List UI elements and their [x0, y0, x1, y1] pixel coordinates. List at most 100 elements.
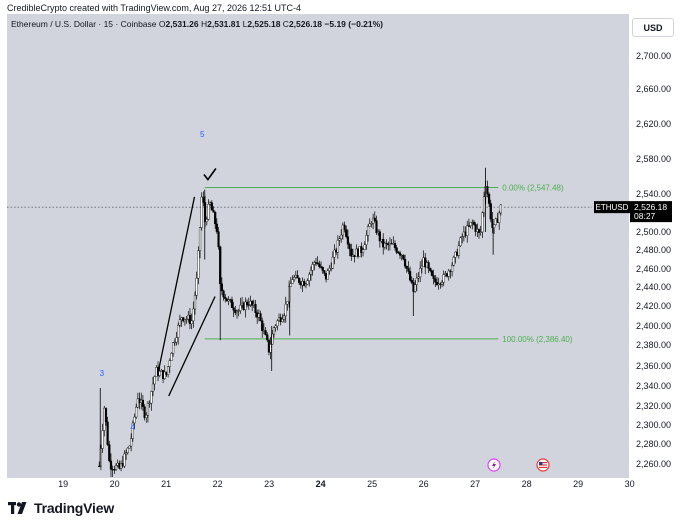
candle: [417, 272, 420, 283]
candle: [98, 461, 101, 468]
wave-label: 4: [130, 423, 135, 432]
candle: [276, 319, 279, 331]
x-tick-label: 23: [264, 479, 274, 489]
low-value: 2,525.18: [247, 19, 281, 29]
candle: [383, 241, 386, 250]
candle: [197, 246, 200, 285]
wave-label: 5: [200, 130, 205, 139]
y-tick-label: 2,660.00: [636, 84, 671, 94]
candle: [247, 297, 250, 310]
x-tick-label: 30: [625, 479, 635, 489]
fib-level-label: 0.00% (2,547.48): [502, 183, 564, 192]
candle: [304, 283, 308, 289]
candle: [486, 180, 489, 198]
candle: [487, 192, 491, 207]
candle: [192, 301, 195, 328]
candle: [405, 265, 408, 273]
candle: [375, 215, 378, 236]
candle: [427, 260, 430, 274]
candle: [113, 465, 116, 474]
candle: [442, 270, 445, 287]
candle: [336, 235, 339, 259]
badge-symbol: ETHUSD: [596, 203, 629, 212]
candle: [398, 250, 402, 259]
candle: [237, 308, 240, 317]
candle: [435, 276, 439, 286]
us-flag-event-icon[interactable]: [536, 458, 550, 472]
brand-name: TradingView: [34, 500, 115, 516]
candle: [316, 256, 319, 265]
x-tick-label: 26: [419, 479, 429, 489]
candle: [167, 366, 170, 378]
candle: [333, 244, 336, 265]
symbol-name[interactable]: Ethereum / U.S. Dollar · 15 · Coinbase: [11, 19, 157, 29]
candle: [395, 245, 398, 255]
close-value: 2,526.18: [288, 19, 323, 29]
candle: [434, 274, 437, 288]
currency-button[interactable]: USD: [632, 18, 674, 37]
badge-symbol-box: [594, 201, 630, 214]
candle: [123, 450, 126, 468]
candle: [235, 309, 239, 319]
candle: [185, 316, 188, 324]
trendline[interactable]: [168, 296, 216, 397]
candle: [459, 236, 462, 248]
chart-caption: CredibleCrypto created with TradingView.…: [7, 3, 301, 13]
candle: [222, 289, 225, 301]
x-tick-label: 20: [110, 479, 120, 489]
candle: [190, 313, 193, 330]
x-tick-label: 22: [213, 479, 223, 489]
candle: [153, 375, 156, 391]
candle: [393, 240, 397, 251]
timeline-icons[interactable]: [487, 458, 550, 472]
candle: [378, 229, 381, 248]
candle: [198, 227, 202, 259]
candle: [178, 314, 181, 328]
candle: [224, 294, 227, 303]
y-tick-label: 2,540.00: [636, 189, 671, 199]
candle: [145, 412, 148, 423]
candle: [397, 250, 400, 255]
candle: [131, 420, 134, 442]
candle: [108, 440, 111, 463]
trendlines[interactable]: [157, 168, 217, 397]
candle: [481, 211, 484, 238]
y-tick-label: 2,620.00: [636, 119, 671, 129]
plot-area[interactable]: [7, 14, 629, 478]
candle: [472, 219, 476, 226]
candle: [430, 269, 434, 277]
price-axis[interactable]: [629, 14, 673, 478]
candle: [366, 224, 370, 242]
symbol-legend[interactable]: Ethereum / U.S. Dollar · 15 · Coinbase O…: [11, 19, 383, 29]
candle: [498, 210, 501, 230]
candle: [340, 229, 343, 243]
high-label: H: [200, 19, 208, 29]
y-tick-label: 2,380.00: [636, 340, 671, 350]
close-label: C: [282, 19, 289, 29]
candle: [282, 313, 286, 323]
trendline[interactable]: [157, 196, 196, 372]
candle: [264, 327, 267, 336]
lightning-event-icon[interactable]: [487, 458, 501, 472]
candle: [150, 390, 153, 411]
footer-logo[interactable]: TradingView: [8, 500, 114, 516]
candle: [451, 262, 454, 277]
candle: [326, 268, 329, 280]
candle: [245, 299, 249, 308]
candle: [188, 307, 192, 329]
candle: [321, 266, 324, 274]
candle: [182, 317, 185, 323]
candle: [195, 271, 198, 300]
candle: [308, 272, 311, 287]
candle: [414, 279, 417, 293]
candle: [420, 259, 423, 274]
candle: [469, 222, 472, 229]
y-tick-label: 2,580.00: [636, 154, 671, 164]
candle: [467, 218, 471, 228]
candle: [457, 241, 460, 259]
candle: [343, 221, 346, 233]
y-tick-label: 2,440.00: [636, 282, 671, 292]
time-axis[interactable]: [7, 478, 673, 494]
